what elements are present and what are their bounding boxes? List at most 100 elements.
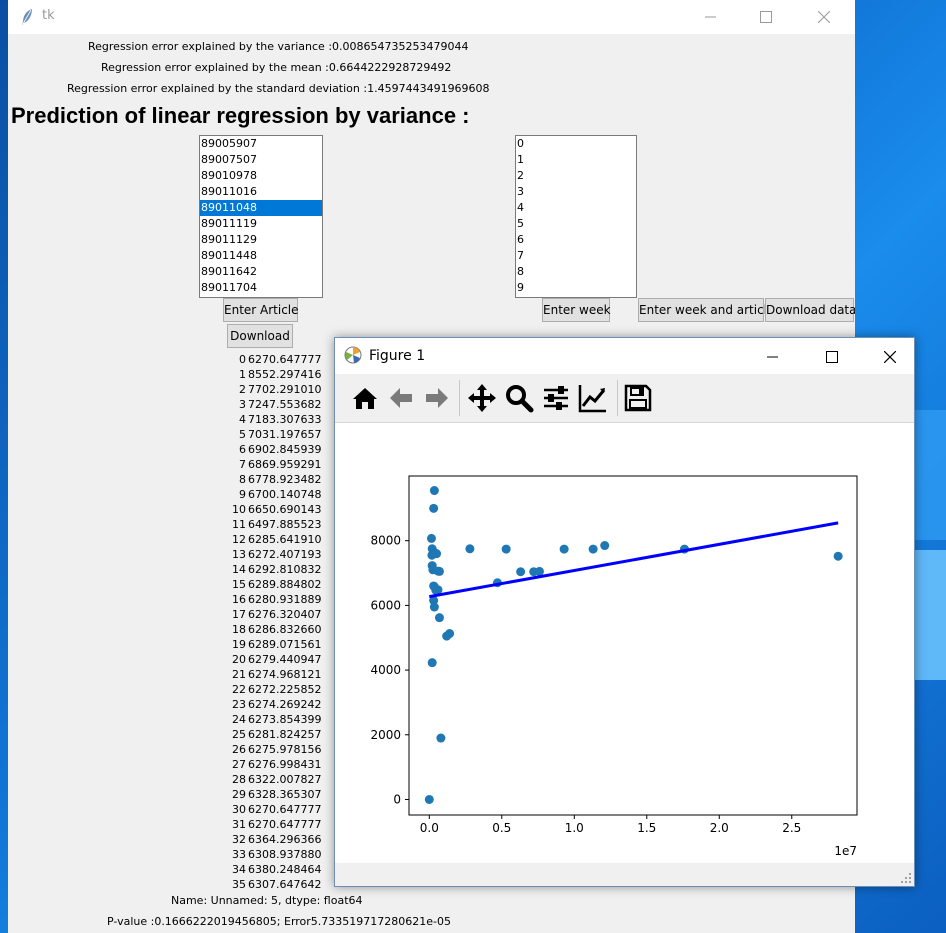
home-icon[interactable] (349, 382, 381, 414)
article-item[interactable]: 89011448 (201, 249, 257, 262)
series-row: 26 6275.978156 (216, 742, 326, 757)
regression-line (429, 521, 839, 599)
data-point (534, 566, 544, 576)
week-item[interactable]: 0 (517, 137, 524, 150)
series-index: 25 (232, 728, 246, 741)
data-point (429, 602, 439, 612)
data-point (434, 613, 444, 623)
article-item[interactable]: 89011016 (201, 185, 257, 198)
series-index: 15 (232, 578, 246, 591)
article-listbox[interactable]: 89005907 89007507 89010978 89011016 8901… (199, 135, 323, 298)
series-row: 35 6307.647642 (216, 877, 326, 892)
series-value: 6700.140748 (248, 488, 322, 501)
series-value: 7183.307633 (248, 413, 322, 426)
configure-subplots-icon[interactable] (540, 382, 572, 414)
series-index: 7 (239, 458, 246, 471)
series-index: 20 (232, 653, 246, 666)
series-row: 14 6292.810832 (216, 562, 326, 577)
series-index: 31 (232, 818, 246, 831)
toolbar-separator (617, 380, 618, 416)
series-row: 21 6274.968121 (216, 667, 326, 682)
figure-titlebar[interactable]: Figure 1 (335, 338, 914, 374)
week-item[interactable]: 7 (517, 249, 524, 262)
article-item[interactable]: 89011642 (201, 265, 257, 278)
download-data-button[interactable]: Download data (765, 298, 855, 322)
series-index: 6 (239, 443, 246, 456)
series-index: 9 (239, 488, 246, 501)
plot-area[interactable]: 0.0 0.5 1.0 1.5 2.0 2.5 0 2000 4000 6000 8000 1e7 (335, 423, 914, 863)
enter-week-button[interactable]: Enter week (542, 298, 611, 322)
series-index: 27 (232, 758, 246, 771)
edit-axis-icon[interactable] (577, 382, 609, 414)
figure-close-button[interactable] (867, 340, 913, 374)
y-tick-label: 2000 (370, 728, 401, 742)
series-value: 6270.647777 (248, 803, 322, 816)
pan-icon[interactable] (466, 382, 498, 414)
series-value: 6281.824257 (248, 728, 322, 741)
article-item[interactable]: 89011129 (201, 233, 257, 246)
series-value: 6380.248464 (248, 863, 322, 876)
back-icon[interactable] (385, 382, 417, 414)
series-index: 2 (239, 383, 246, 396)
x-tick-label: 0.5 (492, 821, 511, 835)
article-item[interactable]: 89007507 (201, 153, 257, 166)
series-row: 2 7702.291010 (216, 382, 326, 397)
series-row: 31 6270.647777 (216, 817, 326, 832)
week-item[interactable]: 5 (517, 217, 524, 230)
week-item[interactable]: 6 (517, 233, 524, 246)
week-item[interactable]: 1 (517, 153, 524, 166)
zoom-icon[interactable] (503, 382, 535, 414)
maximize-button[interactable] (743, 0, 789, 34)
series-value: 6322.007827 (248, 773, 322, 786)
download-button[interactable]: Download (227, 324, 293, 348)
y-tick-label: 8000 (370, 534, 401, 548)
minimize-button[interactable] (688, 0, 734, 34)
data-point (424, 794, 434, 804)
close-button[interactable] (801, 0, 847, 34)
week-item[interactable]: 8 (517, 265, 524, 278)
forward-icon[interactable] (421, 382, 453, 414)
series-row: 16 6280.931889 (216, 592, 326, 607)
series-value: 6285.641910 (248, 533, 322, 546)
week-listbox[interactable]: 0 1 2 3 4 5 6 7 8 9 (515, 135, 637, 298)
series-value: 6270.647777 (248, 818, 322, 831)
resize-grip-icon[interactable] (901, 873, 911, 883)
series-row: 8 6778.923482 (216, 472, 326, 487)
article-item[interactable]: 89005907 (201, 137, 257, 150)
save-icon[interactable] (622, 382, 654, 414)
desktop-decoration (915, 550, 946, 680)
series-value: 6292.810832 (248, 563, 322, 576)
series-index: 3 (239, 398, 246, 411)
series-index: 12 (232, 533, 246, 546)
feather-icon (20, 8, 34, 26)
data-point (559, 544, 569, 554)
article-item[interactable]: 89011119 (201, 217, 257, 230)
week-item[interactable]: 2 (517, 169, 524, 182)
data-point (434, 566, 444, 576)
article-item[interactable]: 89011704 (201, 281, 257, 294)
series-value: 6274.269242 (248, 698, 322, 711)
tk-titlebar[interactable]: tk (8, 0, 855, 34)
article-item-selected[interactable]: 89011048 (200, 200, 322, 216)
series-index: 30 (232, 803, 246, 816)
series-row: 32 6364.296366 (216, 832, 326, 847)
scatter-chart: 0.0 0.5 1.0 1.5 2.0 2.5 0 2000 4000 6000 8000 1e7 (370, 475, 858, 858)
article-item[interactable]: 89010978 (201, 169, 257, 182)
data-point (426, 533, 436, 543)
series-value: 6289.071561 (248, 638, 322, 651)
series-index: 4 (239, 413, 246, 426)
week-item[interactable]: 3 (517, 185, 524, 198)
week-item[interactable]: 4 (517, 201, 524, 214)
enter-week-and-article-button[interactable]: Enter week and article (638, 298, 774, 322)
figure-title: Figure 1 (369, 348, 426, 364)
week-item[interactable]: 9 (517, 281, 524, 294)
series-row: 7 6869.959291 (216, 457, 326, 472)
enter-article-button[interactable]: Enter Article (223, 298, 299, 322)
figure-minimize-button[interactable] (750, 340, 796, 374)
series-index: 28 (232, 773, 246, 786)
series-index: 11 (232, 518, 246, 531)
series-value: 6497.885523 (248, 518, 322, 531)
series-row: 3 7247.553682 (216, 397, 326, 412)
figure-maximize-button[interactable] (809, 340, 855, 374)
series-row: 23 6274.269242 (216, 697, 326, 712)
